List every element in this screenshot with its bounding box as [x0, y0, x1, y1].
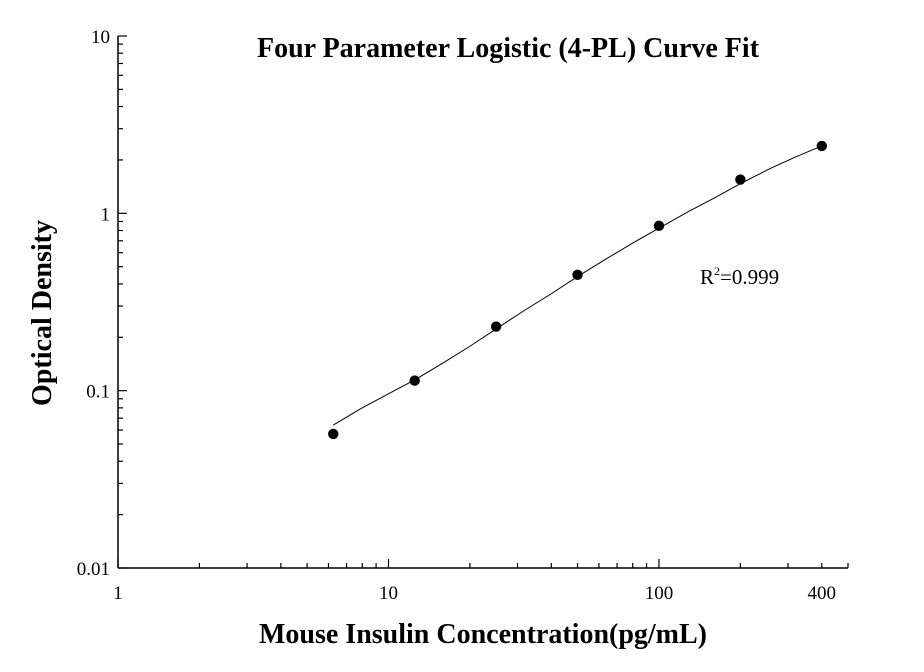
y-tick-label: 0.01: [77, 559, 110, 580]
tick-labels-layer: 1 10 100 400 0.01 0.1 1 10: [77, 27, 836, 604]
data-points-layer: [328, 140, 827, 440]
data-point: [490, 321, 502, 332]
chart-title: Four Parameter Logistic (4-PL) Curve Fit: [257, 33, 760, 64]
y-tick-label: 10: [91, 27, 110, 48]
data-point: [328, 428, 339, 440]
y-axis-label: Optical Density: [27, 220, 58, 406]
x-tick-label: 400: [808, 583, 837, 604]
x-tick-label: 10: [379, 583, 398, 604]
x-axis-label: Mouse Insulin Concentration(pg/mL): [259, 619, 707, 650]
tick-marks: [117, 35, 849, 569]
data-point: [653, 220, 665, 232]
x-tick-label: 100: [645, 583, 674, 604]
data-point: [735, 174, 746, 185]
data-point: [409, 375, 420, 386]
r-squared-superscript: 2: [714, 264, 720, 278]
y-tick-label: 1: [101, 204, 111, 225]
r-squared-annotation: R2=0.999: [700, 264, 779, 289]
r-squared-value: =0.999: [720, 265, 779, 289]
r-squared-base: R: [700, 265, 714, 289]
x-tick-label: 1: [113, 583, 123, 604]
axes: [117, 36, 848, 569]
data-point: [816, 140, 827, 152]
y-tick-label: 0.1: [86, 382, 110, 403]
data-point: [572, 269, 583, 281]
